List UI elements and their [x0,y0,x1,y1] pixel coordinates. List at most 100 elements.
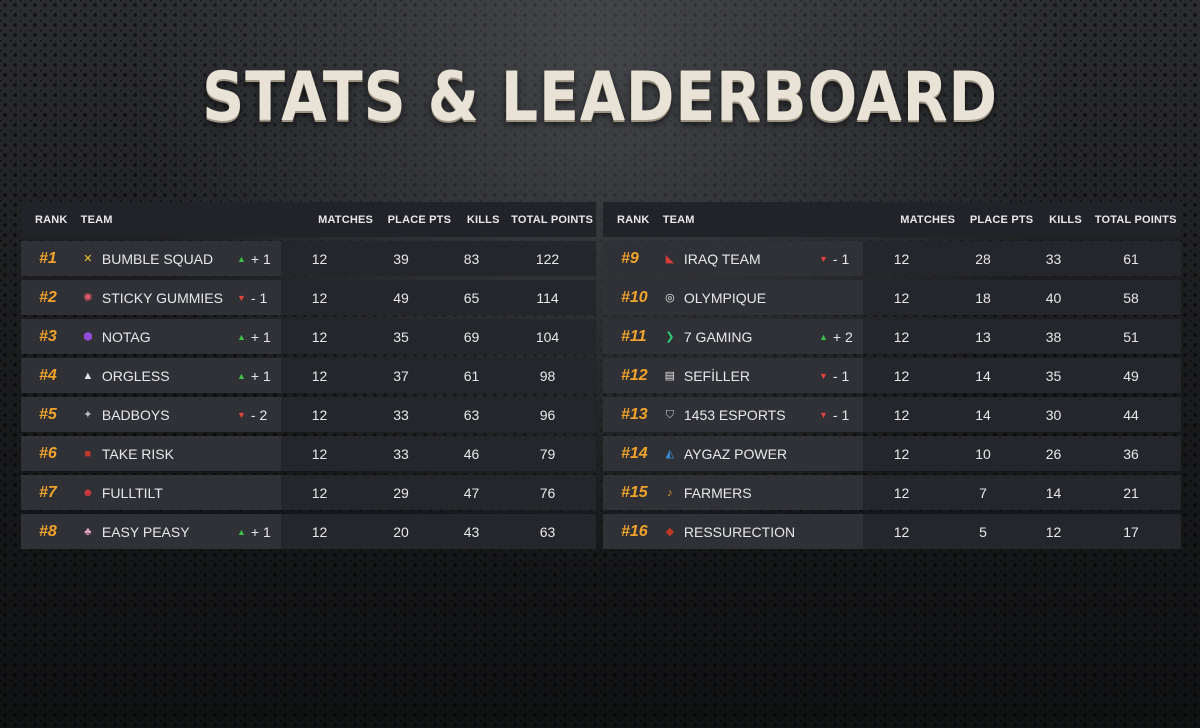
rank-change: ▲ + 1 [237,368,281,384]
kills-cell: 14 [1045,484,1062,501]
kills-cell: 35 [1045,367,1062,384]
total-points-cell: 63 [539,523,556,540]
kills-cell: 40 [1045,289,1062,306]
stats-cells: 12 7 14 21 [863,475,1181,510]
team-cell: ■ TAKE RISK [72,436,281,471]
team-cell: ◭ AYGAZ POWER [654,436,863,471]
total-points-cell: 79 [539,445,556,462]
stats-cells: 12 33 46 79 [281,436,596,471]
kills-cell: 12 [1045,523,1062,540]
matches-cell: 12 [893,367,910,384]
iraq-team-icon: ◣ [665,252,675,265]
gummy-icon: ✺ [83,291,93,304]
team-name: SEFİLLER [683,367,751,384]
leaderboard-right: RANK TEAM MATCHES PLACE PTS KILLS TOTAL … [603,202,1181,549]
triangle-up-icon: ▲ [237,526,246,537]
rank-change-value: - 1 [832,406,850,423]
rank-change: ▼ - 1 [819,251,863,267]
kills-cell: 47 [463,484,480,501]
stats-cells: 12 35 69 104 [281,319,596,354]
total-points-cell: 51 [1123,328,1139,345]
matches-cell: 12 [311,406,328,423]
stats-cells: 12 28 33 61 [863,241,1181,276]
rank-change: ▲ + 1 [237,251,281,267]
rank-cell: #14 [603,436,655,471]
rank-change-value: - 2 [250,406,268,423]
rank-cell: #2 [21,280,73,315]
rank-cell: #8 [21,514,73,549]
triangle-up-icon: ▲ [237,370,246,381]
table-row: #15 ♪ FARMERS 12 7 14 21 [603,475,1181,510]
team-cell: ✺ STICKY GUMMIES ▼ - 1 [72,280,281,315]
rank-cell: #7 [21,475,73,510]
1453-esports-icon: ⛉ [665,408,674,421]
header-place-pts: PLACE PTS [387,213,452,226]
total-points-cell: 104 [535,328,560,345]
team-name: FARMERS [683,484,752,501]
place-pts-cell: 5 [979,523,987,540]
table-row: #10 ◎ OLYMPIQUE 12 18 40 58 [603,280,1181,315]
stats-cells: 12 5 12 17 [863,514,1181,549]
rank-change-value: + 1 [250,250,271,267]
table-row: #8 ♣ EASY PEASY ▲ + 1 12 20 43 63 [21,514,596,549]
header-total-points: TOTAL POINTS [511,213,593,226]
place-pts-cell: 29 [393,484,409,501]
team-cell: ◆ RESSURECTION [654,514,863,549]
matches-cell: 12 [893,445,910,462]
matches-cell: 12 [893,289,910,306]
notag-icon: ⬢ [83,330,93,343]
easypeasy-icon: ♣ [84,525,92,538]
rank-cell: #1 [21,241,73,276]
place-pts-cell: 33 [393,406,409,423]
stats-cells: 12 13 38 51 [863,319,1181,354]
stats-cells: 12 14 35 49 [863,358,1181,393]
place-pts-cell: 33 [393,445,409,462]
stats-cells: 12 20 43 63 [281,514,596,549]
total-points-cell: 114 [536,289,559,306]
matches-cell: 12 [893,328,910,345]
triangle-up-icon: ▲ [819,331,828,342]
stats-cells: 12 49 65 114 [281,280,596,315]
place-pts-cell: 49 [393,289,409,306]
takerisk-icon: ■ [84,447,92,460]
header-total-points: TOTAL POINTS [1094,213,1177,226]
table-row: #13 ⛉ 1453 ESPORTS ▼ - 1 12 14 30 44 [603,397,1181,432]
team-name: 7 GAMING [683,328,753,345]
kills-cell: 69 [463,328,480,345]
table-row: #4 ▲ ORGLESS ▲ + 1 12 37 61 98 [21,358,596,393]
ressurection-icon: ◆ [665,525,675,538]
place-pts-cell: 7 [979,484,987,501]
team-name: TAKE RISK [101,445,174,462]
rank-cell: #5 [21,397,73,432]
header-kills: KILLS [466,213,500,226]
olympique-icon: ◎ [665,291,675,304]
sefiller-icon: ▤ [664,369,676,382]
team-cell: ⬢ NOTAG ▲ + 1 [72,319,281,354]
matches-cell: 12 [311,289,328,306]
triangle-down-icon: ▼ [819,370,828,381]
place-pts-cell: 18 [975,289,991,306]
place-pts-cell: 13 [975,328,991,345]
table-row: #14 ◭ AYGAZ POWER 12 10 26 36 [603,436,1181,471]
rank-change: ▼ - 2 [237,407,281,423]
table-row: #1 ✕ BUMBLE SQUAD ▲ + 1 12 39 83 122 [21,241,596,276]
team-name: STICKY GUMMIES [101,289,223,306]
table-row: #16 ◆ RESSURECTION 12 5 12 17 [603,514,1181,549]
team-cell: ◣ IRAQ TEAM ▼ - 1 [654,241,863,276]
rank-change: ▼ - 1 [819,407,863,423]
total-points-cell: 49 [1123,367,1139,384]
matches-cell: 12 [893,523,910,540]
farmers-icon: ♪ [667,486,673,499]
total-points-cell: 21 [1123,484,1139,501]
stats-cells: 12 33 63 96 [281,397,596,432]
rank-change-value: + 1 [250,367,271,384]
aygaz-power-icon: ◭ [665,447,675,460]
table-row: #2 ✺ STICKY GUMMIES ▼ - 1 12 49 65 114 [21,280,596,315]
matches-cell: 12 [311,445,328,462]
rank-cell: #12 [603,358,655,393]
team-cell: ♪ FARMERS [654,475,863,510]
rank-change-value: - 1 [250,289,268,306]
stats-cells: 12 18 40 58 [863,280,1181,315]
triangle-down-icon: ▼ [819,253,828,264]
kills-cell: 83 [463,250,480,267]
